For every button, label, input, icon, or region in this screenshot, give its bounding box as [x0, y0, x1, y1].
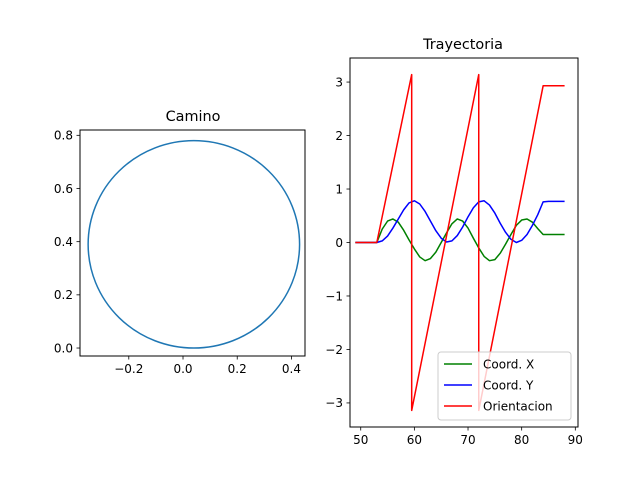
- legend-label-coord-y: Coord. Y: [483, 378, 534, 392]
- camino-ytick-label: 0.8: [54, 129, 73, 143]
- series-line-orientacion: [355, 73, 565, 412]
- trayectoria-ytick-label: 0: [335, 236, 343, 250]
- trayectoria-axes-frame: [349, 57, 579, 428]
- trayectoria-plot-area: [355, 73, 565, 412]
- legend-box: [437, 351, 572, 421]
- camino-plot: Camino −0.2 0.0 0.2 0.4 0.0 0.2 0.4 0.6 0.8: [54, 109, 306, 376]
- trayectoria-ytick-label: −2: [325, 343, 343, 357]
- camino-ytick-label: 0.6: [54, 182, 73, 196]
- legend-label-orientacion: Orientacion: [483, 399, 553, 413]
- camino-path-line: [87, 139, 301, 349]
- camino-axes-frame: [79, 129, 306, 357]
- series-line-coord-x: [355, 218, 565, 262]
- camino-xtick-label: −0.2: [114, 362, 143, 376]
- camino-xtick-label: 0.4: [282, 362, 301, 376]
- series-line-coord-y: [355, 200, 565, 244]
- trayectoria-ytick-label: −3: [325, 396, 343, 410]
- trayectoria-axes-ticks: 50 60 70 80 90 −3 −2 −1 0 1 2 3: [325, 75, 583, 447]
- camino-ytick-label: 0.4: [54, 235, 73, 249]
- camino-xtick-label: 0.2: [228, 362, 247, 376]
- trayectoria-ytick-label: 2: [335, 129, 343, 143]
- trayectoria-title: Trayectoria: [422, 37, 503, 53]
- trayectoria-ytick-label: 3: [335, 75, 343, 89]
- trayectoria-xtick-label: 50: [353, 433, 368, 447]
- camino-plot-area: [87, 139, 301, 349]
- legend-label-coord-x: Coord. X: [483, 357, 534, 371]
- camino-ytick-label: 0.2: [54, 288, 73, 302]
- trayectoria-xtick-label: 80: [514, 433, 529, 447]
- trayectoria-xtick-label: 60: [407, 433, 422, 447]
- camino-ytick-label: 0.0: [54, 341, 73, 355]
- legend: Coord. X Coord. Y Orientacion: [437, 351, 572, 421]
- trayectoria-xtick-label: 90: [568, 433, 583, 447]
- camino-axes-ticks: −0.2 0.0 0.2 0.4 0.0 0.2 0.4 0.6 0.8: [54, 129, 301, 376]
- trayectoria-xtick-label: 70: [460, 433, 475, 447]
- camino-xtick-label: 0.0: [173, 362, 192, 376]
- trayectoria-ytick-label: −1: [325, 289, 343, 303]
- trayectoria-ytick-label: 1: [335, 182, 343, 196]
- trayectoria-plot: Trayectoria 50 60 70 80 90 −3 −2 −1 0 1 2 3 Coord. …: [325, 37, 583, 447]
- camino-title: Camino: [166, 109, 221, 125]
